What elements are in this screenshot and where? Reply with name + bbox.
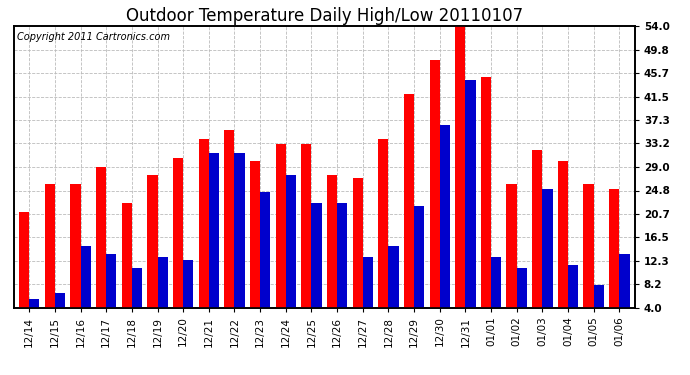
Bar: [568, 266, 578, 308]
Bar: [250, 161, 260, 308]
Bar: [353, 178, 363, 308]
Text: Copyright 2011 Cartronics.com: Copyright 2011 Cartronics.com: [17, 32, 170, 42]
Bar: [481, 77, 491, 308]
Bar: [106, 254, 117, 308]
Bar: [29, 299, 39, 307]
Bar: [302, 144, 311, 308]
Bar: [440, 124, 450, 308]
Bar: [404, 94, 414, 308]
Bar: [275, 144, 286, 308]
Bar: [132, 268, 142, 308]
Bar: [260, 192, 270, 308]
Bar: [414, 206, 424, 308]
Bar: [55, 293, 65, 308]
Bar: [388, 246, 399, 308]
Bar: [70, 184, 81, 308]
Bar: [311, 203, 322, 308]
Bar: [558, 161, 568, 308]
Bar: [183, 260, 193, 308]
Bar: [593, 285, 604, 308]
Bar: [337, 203, 347, 308]
Bar: [199, 139, 209, 308]
Bar: [363, 257, 373, 307]
Bar: [157, 257, 168, 307]
Bar: [517, 268, 527, 308]
Bar: [466, 80, 475, 308]
Bar: [542, 189, 553, 308]
Bar: [81, 246, 91, 308]
Bar: [609, 189, 620, 308]
Bar: [620, 254, 630, 308]
Bar: [173, 158, 183, 308]
Bar: [235, 153, 245, 308]
Bar: [147, 176, 157, 308]
Bar: [506, 184, 517, 308]
Bar: [286, 176, 296, 308]
Bar: [121, 203, 132, 308]
Bar: [378, 139, 388, 308]
Bar: [491, 257, 502, 307]
Bar: [209, 153, 219, 308]
Bar: [224, 130, 235, 308]
Bar: [584, 184, 593, 308]
Bar: [96, 167, 106, 308]
Bar: [532, 150, 542, 308]
Title: Outdoor Temperature Daily High/Low 20110107: Outdoor Temperature Daily High/Low 20110…: [126, 7, 523, 25]
Bar: [19, 212, 29, 308]
Bar: [429, 60, 440, 308]
Bar: [45, 184, 55, 308]
Bar: [327, 176, 337, 308]
Bar: [455, 26, 466, 308]
